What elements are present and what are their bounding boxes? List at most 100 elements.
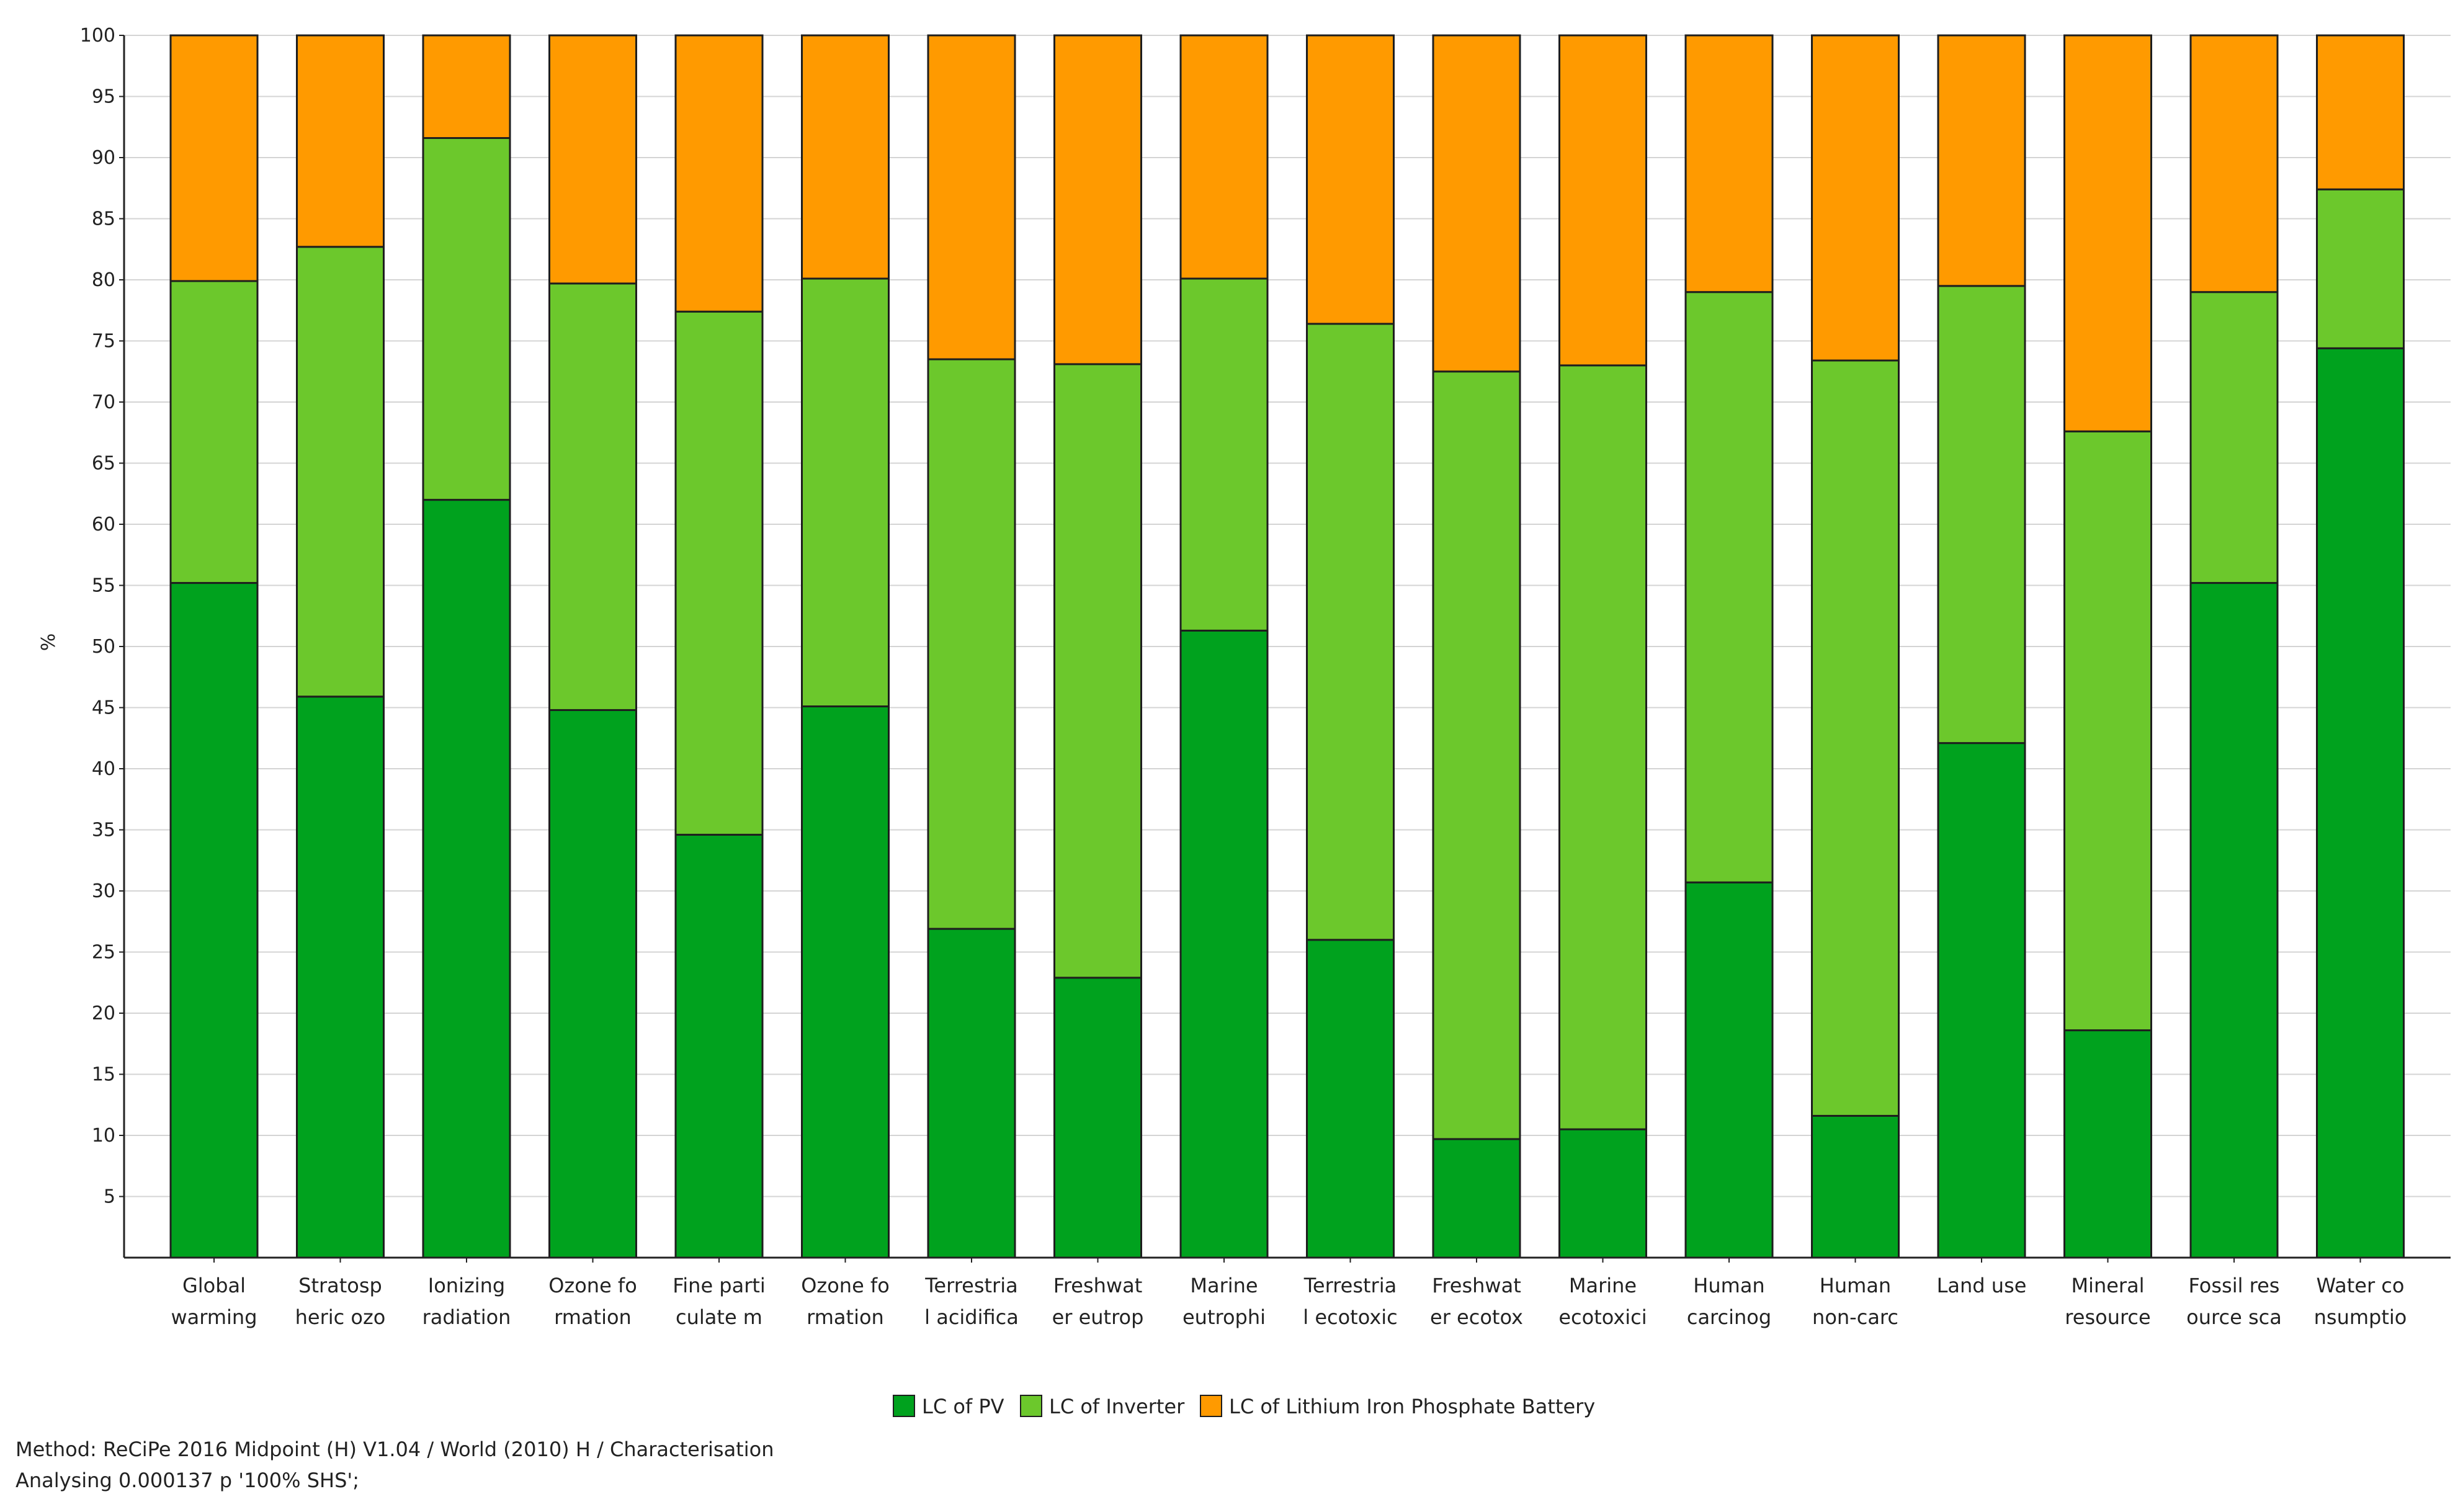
category-label: eutrophi <box>1182 1305 1266 1329</box>
category-label: ource sca <box>2186 1305 2282 1329</box>
bar-segment-s0-c12 <box>1684 881 1774 1259</box>
bar-segment-s0-c15 <box>2063 1029 2152 1259</box>
bar-segment-s2-c9 <box>1306 34 1395 325</box>
y-tick-label: 25 <box>92 942 115 964</box>
y-tick-label: 35 <box>92 820 115 841</box>
bar-segment-s1-c5 <box>801 277 890 708</box>
y-tick-label: 15 <box>92 1064 115 1086</box>
category-label: l acidifica <box>924 1305 1019 1329</box>
bar-segment-s1-c2 <box>422 136 511 501</box>
bar-segment-s2-c16 <box>2189 34 2279 293</box>
y-tick-label: 75 <box>92 331 115 352</box>
y-axis-label: % <box>38 633 60 651</box>
bar-segment-s2-c14 <box>1937 34 2026 287</box>
bar-segment-s1-c16 <box>2189 291 2279 584</box>
bar-segment-s1-c3 <box>548 282 637 711</box>
category-label: Fine parti <box>673 1274 766 1297</box>
category-label: er eutrop <box>1052 1305 1144 1329</box>
bar-segment-s0-c7 <box>1053 977 1142 1259</box>
x-category-labels: Global warming Stratosp heric ozo Ionizing ra… <box>171 1274 2407 1329</box>
y-tick-label: 40 <box>92 758 115 780</box>
bars <box>169 34 2405 1259</box>
category-label: Terrestria <box>924 1274 1017 1297</box>
category-label: non-carc <box>1812 1305 1898 1329</box>
bar-segment-s2-c13 <box>1811 34 1900 362</box>
bar-segment-s2-c0 <box>169 34 259 282</box>
y-tick-label: 80 <box>92 269 115 291</box>
category-label: Global <box>182 1274 246 1297</box>
category-label: Ionizing <box>428 1274 505 1297</box>
bar-segment-s1-c15 <box>2063 430 2152 1032</box>
bar-segment-s2-c7 <box>1053 34 1142 365</box>
bar-segment-s2-c10 <box>1432 34 1521 373</box>
category-label: resource <box>2065 1305 2150 1329</box>
bar-segment-s1-c6 <box>927 358 1016 930</box>
y-tick-label: 45 <box>92 697 115 719</box>
category-label: Water co <box>2317 1274 2405 1297</box>
y-tick-label: 65 <box>92 453 115 475</box>
category-label: ecotoxici <box>1558 1305 1647 1329</box>
bar-segment-s0-c6 <box>927 928 1016 1259</box>
bar-segment-s0-c8 <box>1179 629 1269 1259</box>
bar-segment-s0-c0 <box>169 582 259 1259</box>
y-tick-label: 50 <box>92 636 115 658</box>
category-label: heric ozo <box>295 1305 386 1329</box>
bar-segment-s0-c3 <box>548 709 637 1259</box>
y-tick-label: 55 <box>92 575 115 597</box>
bar-segment-s0-c1 <box>296 696 385 1259</box>
axes <box>119 35 2451 1263</box>
y-tick-label: 20 <box>92 1003 115 1024</box>
bar-segment-s0-c14 <box>1937 742 2026 1259</box>
bar-segment-s0-c5 <box>801 705 890 1259</box>
category-label: Terrestria <box>1303 1274 1397 1297</box>
method-note: Method: ReCiPe 2016 Midpoint (H) V1.04 /… <box>16 1438 774 1461</box>
y-tick-label: 100 <box>80 25 115 47</box>
analysing-note: Analysing 0.000137 p '100% SHS'; <box>16 1469 359 1492</box>
bar-segment-s0-c4 <box>674 833 764 1259</box>
category-label: warming <box>171 1305 257 1329</box>
category-label: rmation <box>554 1305 632 1329</box>
bar-segment-s2-c1 <box>296 34 385 248</box>
y-tick-label: 10 <box>92 1125 115 1147</box>
legend-swatch-0 <box>893 1395 915 1417</box>
bar-segment-s2-c4 <box>674 34 764 313</box>
bar-segment-s1-c7 <box>1053 363 1142 979</box>
category-label: Freshwat <box>1432 1274 1521 1297</box>
category-label: Human <box>1820 1274 1891 1297</box>
bar-segment-s0-c2 <box>422 499 511 1259</box>
category-label: culate m <box>676 1305 762 1329</box>
legend: LC of PV LC of Inverter LC of Lithium Iron… <box>893 1395 1595 1418</box>
bar-segment-s1-c9 <box>1306 323 1395 941</box>
bar-segment-s2-c8 <box>1179 34 1269 280</box>
legend-label-0: LC of PV <box>922 1395 1004 1418</box>
legend-label-2: LC of Lithium Iron Phosphate Battery <box>1229 1395 1595 1418</box>
category-label: Stratosp <box>298 1274 382 1297</box>
y-tick-label: 30 <box>92 880 115 902</box>
category-label: Marine <box>1569 1274 1637 1297</box>
category-label: l ecotoxic <box>1303 1305 1397 1329</box>
y-tick-label: 60 <box>92 514 115 535</box>
bar-segment-s1-c0 <box>169 280 259 584</box>
y-tick-label: 85 <box>92 208 115 230</box>
bar-segment-s2-c5 <box>801 34 890 280</box>
bar-segment-s0-c10 <box>1432 1138 1521 1259</box>
y-tick-label: 70 <box>92 391 115 413</box>
bar-segment-s0-c17 <box>2316 347 2405 1259</box>
bar-segment-s2-c2 <box>422 34 511 139</box>
bar-segment-s2-c17 <box>2316 34 2405 190</box>
category-label: Marine <box>1190 1274 1258 1297</box>
category-label: Ozone fo <box>548 1274 637 1297</box>
legend-swatch-1 <box>1020 1395 1042 1417</box>
bar-segment-s1-c8 <box>1179 277 1269 632</box>
bar-segment-s2-c6 <box>927 34 1016 360</box>
category-label: radiation <box>422 1305 511 1329</box>
legend-swatch-2 <box>1200 1395 1222 1417</box>
bar-segment-s1-c10 <box>1432 370 1521 1140</box>
category-label: carcinog <box>1687 1305 1771 1329</box>
bar-segment-s1-c4 <box>674 310 764 836</box>
category-label: Ozone fo <box>801 1274 890 1297</box>
category-label: Freshwat <box>1053 1274 1143 1297</box>
bar-segment-s2-c15 <box>2063 34 2152 432</box>
category-label: Land use <box>1937 1274 2027 1297</box>
